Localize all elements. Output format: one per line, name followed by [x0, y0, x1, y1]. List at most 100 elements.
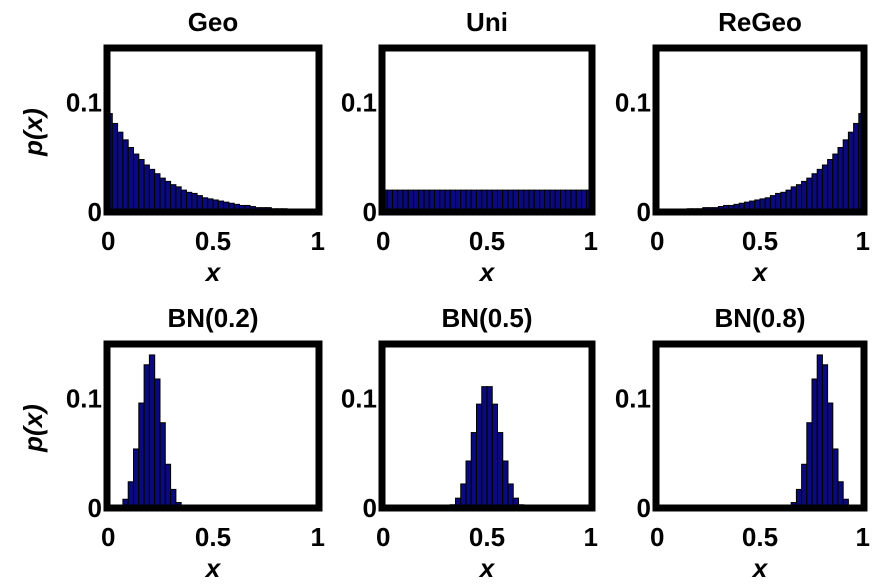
x-axis-label: x	[204, 553, 222, 583]
chart-title: ReGeo	[718, 7, 802, 37]
bar	[470, 432, 477, 509]
bar	[811, 173, 818, 213]
x-tick-label: 1	[856, 226, 870, 256]
bar	[790, 186, 797, 213]
bar	[507, 483, 514, 509]
x-tick-label: 0	[650, 522, 664, 552]
bar	[164, 463, 172, 509]
x-tick-label: 1	[584, 522, 598, 552]
bar	[806, 177, 813, 213]
chart-panel-2: Uni 0 0.5 1 0 0.1 x	[341, 7, 598, 287]
axes-frame	[652, 340, 868, 512]
bar	[491, 403, 498, 509]
chart-panel-6: BN(0.8) 0 0.5 1 0 0.1 x	[615, 303, 870, 583]
y-tick-label: 0.1	[341, 384, 377, 414]
x-tick-label: 0.5	[742, 226, 778, 256]
bar	[853, 122, 860, 213]
bar	[801, 180, 808, 213]
bar	[801, 463, 808, 509]
x-axis-label: x	[204, 257, 222, 287]
x-tick-label: 0	[650, 226, 664, 256]
x-tick-label: 0.5	[469, 226, 505, 256]
chart-title: BN(0.2)	[167, 303, 258, 333]
bar	[816, 168, 823, 213]
bar	[827, 402, 834, 509]
x-tick-label: 1	[311, 226, 325, 256]
bar	[170, 184, 177, 213]
x-axis-label: x	[478, 257, 496, 287]
axes-frame	[652, 44, 868, 216]
bar	[832, 448, 839, 509]
axes-frame	[103, 44, 323, 216]
x-axis-label: x	[478, 553, 496, 583]
y-tick-label: 0.1	[66, 384, 102, 414]
bar	[816, 354, 823, 509]
bar	[117, 131, 124, 213]
y-tick-label: 0.1	[66, 88, 102, 118]
chart-panel-1: Geo 0 0.5 1 0 0.1 x p(x)	[18, 7, 325, 287]
bar	[175, 186, 182, 213]
y-axis-label: p(x)	[18, 108, 48, 157]
bar	[476, 403, 483, 509]
y-tick-label: 0.1	[341, 88, 377, 118]
bar	[811, 378, 818, 509]
bar	[154, 173, 161, 213]
bar	[138, 402, 145, 509]
bar	[827, 159, 834, 213]
bar	[127, 146, 134, 213]
x-axis-label: x	[751, 257, 769, 287]
bar	[486, 386, 493, 509]
bar	[122, 139, 129, 213]
x-tick-label: 0.5	[742, 522, 778, 552]
bar	[821, 364, 829, 509]
x-tick-label: 0	[376, 226, 390, 256]
chart-panel-3: ReGeo 0 0.5 1 0 0.1 x	[615, 7, 870, 287]
bar	[148, 168, 156, 213]
bar	[847, 131, 855, 213]
bar	[837, 146, 844, 213]
chart-title: BN(0.5)	[441, 303, 532, 333]
bar	[133, 448, 140, 509]
chart-title: Geo	[188, 7, 239, 37]
x-tick-label: 1	[856, 522, 870, 552]
bar	[111, 122, 119, 213]
bar	[164, 180, 172, 213]
bar	[148, 354, 156, 509]
bar	[497, 432, 504, 509]
y-tick-label: 0	[637, 197, 651, 227]
x-tick-label: 0.5	[195, 522, 231, 552]
bar	[159, 177, 166, 213]
x-tick-label: 0.5	[469, 522, 505, 552]
x-tick-label: 0	[376, 522, 390, 552]
chart-panel-5: BN(0.5) 0 0.5 1 0 0.1 x	[341, 303, 598, 583]
bar	[143, 164, 150, 213]
x-tick-label: 0	[101, 522, 115, 552]
y-tick-label: 0	[637, 493, 651, 523]
x-tick-label: 0	[101, 226, 115, 256]
y-tick-label: 0	[363, 493, 377, 523]
y-axis-label: p(x)	[18, 404, 48, 453]
x-axis-label: x	[751, 553, 769, 583]
bar	[837, 481, 844, 509]
bar	[832, 153, 839, 213]
bar	[154, 378, 161, 509]
bar	[460, 483, 467, 509]
y-tick-label: 0.1	[615, 384, 651, 414]
bar	[465, 460, 472, 509]
y-tick-label: 0	[88, 197, 102, 227]
bar	[502, 460, 509, 509]
bar	[159, 422, 166, 509]
chart-title: Uni	[466, 7, 508, 37]
bar	[806, 422, 813, 509]
x-tick-label: 1	[311, 522, 325, 552]
x-tick-label: 0.5	[195, 226, 231, 256]
y-tick-label: 0.1	[615, 88, 651, 118]
axes-frame	[103, 340, 323, 512]
y-tick-label: 0	[363, 197, 377, 227]
bar	[481, 386, 488, 509]
chart-title: BN(0.8)	[714, 303, 805, 333]
bar	[143, 364, 150, 509]
axes-frame	[378, 340, 596, 512]
bar	[842, 139, 849, 213]
